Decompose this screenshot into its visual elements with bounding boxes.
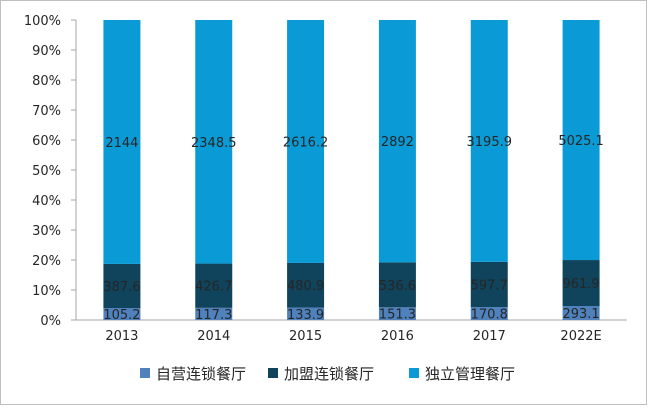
data-label: 2144 xyxy=(105,136,138,151)
bar-segment xyxy=(562,20,600,261)
bar-segment xyxy=(562,260,600,306)
y-tick-label: 60% xyxy=(32,134,61,149)
y-tick-label: 30% xyxy=(32,224,61,239)
x-tick-label: 2015 xyxy=(289,329,322,344)
x-tick-label: 2017 xyxy=(473,329,506,344)
bar-segment xyxy=(287,307,325,320)
bar-segment xyxy=(470,20,508,262)
data-labels: 105.2 387.6 2144 117.3 426.7 2348.5 133.9 480.9… xyxy=(103,134,604,323)
data-label: 5025.1 xyxy=(558,134,604,149)
y-tick-label: 0% xyxy=(40,314,61,329)
bar-segment xyxy=(103,20,141,264)
data-label: 2892 xyxy=(381,135,414,150)
bar-segment xyxy=(103,308,141,320)
bar-segment xyxy=(378,262,416,308)
data-label: 961.9 xyxy=(562,277,599,292)
x-tick-label: 2013 xyxy=(105,329,138,344)
legend-label: 加盟连锁餐厅 xyxy=(284,365,374,383)
data-label: 3195.9 xyxy=(467,135,513,150)
data-label: 426.7 xyxy=(195,280,232,295)
y-tick-label: 80% xyxy=(32,74,61,89)
data-label: 597.7 xyxy=(471,278,508,293)
y-tick-label: 70% xyxy=(32,104,61,119)
bar-segment xyxy=(103,263,141,309)
y-tick-label: 90% xyxy=(32,44,61,59)
bar-segment xyxy=(287,20,325,263)
axes: 0% 10% 20% 30% 40% 50% 60% 70% 80% 90% 100% 2013 201… xyxy=(24,14,627,344)
y-tick-label: 20% xyxy=(32,254,61,269)
data-label: 133.9 xyxy=(287,308,324,323)
bar-segment xyxy=(470,261,508,308)
x-tick-label: 2014 xyxy=(197,329,230,344)
bar-segment xyxy=(470,307,508,320)
data-label: 105.2 xyxy=(103,308,140,323)
x-tick-label: 2016 xyxy=(381,329,414,344)
x-tick-label: 2022E xyxy=(560,329,601,344)
data-label: 480.9 xyxy=(287,279,324,294)
bar-segment xyxy=(378,20,416,263)
data-label: 387.6 xyxy=(103,280,140,295)
data-label: 151.3 xyxy=(379,308,416,323)
legend-swatch xyxy=(268,368,278,378)
bar-segment xyxy=(195,20,233,264)
legend-label: 独立管理餐厅 xyxy=(425,365,515,383)
data-label: 117.3 xyxy=(195,308,232,323)
data-label: 2616.2 xyxy=(283,135,329,150)
legend-swatch xyxy=(409,368,419,378)
bar-segment xyxy=(562,305,600,320)
bar-segment xyxy=(378,307,416,320)
legend-label: 自营连锁餐厅 xyxy=(156,365,246,383)
y-tick-label: 100% xyxy=(24,14,61,29)
bar-segment xyxy=(287,262,325,308)
data-label: 293.1 xyxy=(562,307,599,322)
bar-segment xyxy=(195,307,233,320)
legend: 自营连锁餐厅 加盟连锁餐厅 独立管理餐厅 xyxy=(140,365,515,383)
y-tick-label: 50% xyxy=(32,164,61,179)
y-tick-label: 10% xyxy=(32,284,61,299)
y-tick-label: 40% xyxy=(32,194,61,209)
bar-segment xyxy=(195,263,233,308)
bars xyxy=(103,20,600,320)
data-label: 170.8 xyxy=(471,308,508,323)
data-label: 536.6 xyxy=(379,279,416,294)
data-label: 2348.5 xyxy=(191,136,237,151)
legend-swatch xyxy=(140,368,150,378)
